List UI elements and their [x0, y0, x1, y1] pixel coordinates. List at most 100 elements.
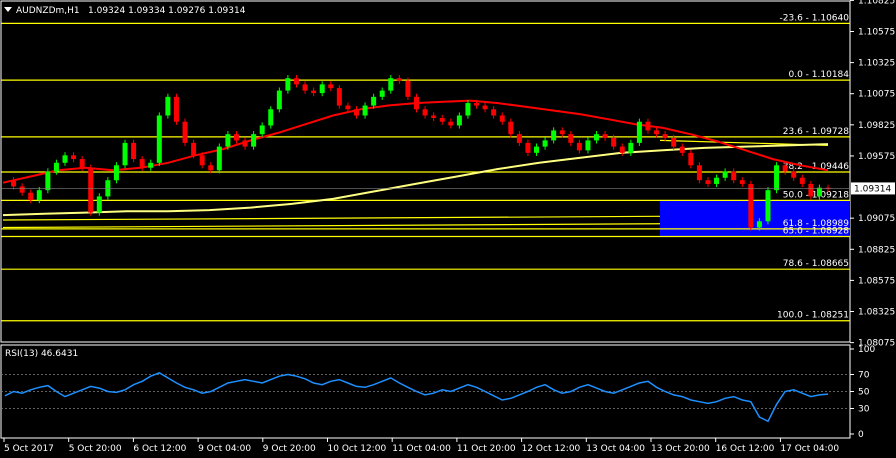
- price-tick-label: 1.10575: [858, 27, 895, 37]
- candle-body: [791, 171, 797, 178]
- candle-body: [396, 78, 402, 81]
- fib-level-label: 78.6 - 1.08665: [783, 259, 849, 269]
- candle-body: [422, 109, 428, 116]
- price-tick-label: 1.08325: [858, 308, 895, 318]
- fib-level-label: -23.6 - 1.10640: [780, 13, 850, 23]
- candle-body: [456, 115, 462, 126]
- candle-body: [722, 171, 728, 178]
- rsi-header: RSI(13) 46.6431: [5, 349, 78, 359]
- rsi-indicator: 100 70 50 30 0: [1, 345, 875, 440]
- candle-body: [345, 105, 351, 110]
- candle-body: [268, 109, 274, 126]
- candle-body: [148, 162, 154, 168]
- candle-body: [688, 152, 694, 166]
- candle-body: [208, 165, 214, 171]
- candle-body: [516, 134, 522, 143]
- candle-body: [559, 130, 565, 135]
- candle-body: [328, 84, 334, 89]
- candle-body: [482, 105, 488, 110]
- candle-body: [654, 130, 660, 135]
- candle-body: [679, 146, 685, 153]
- time-tick-label: 9 Oct 20:00: [263, 444, 316, 454]
- candle-body: [336, 88, 342, 106]
- time-tick-label: 17 Oct 04:00: [780, 444, 839, 454]
- candle-body: [465, 103, 471, 116]
- time-tick-label: 5 Oct 2017: [4, 444, 54, 454]
- candle-body: [714, 177, 720, 184]
- candle-body: [379, 90, 385, 97]
- ohlc-values: 1.09324 1.09334 1.09276 1.09314: [88, 6, 246, 16]
- candle-body: [756, 221, 762, 228]
- candle-body: [748, 183, 754, 228]
- candle-body: [705, 180, 711, 184]
- time-tick-label: 9 Oct 04:00: [198, 444, 251, 454]
- candle-body: [405, 80, 411, 97]
- fib-zone-layer: [660, 200, 850, 237]
- rsi-tick-label: 100: [858, 345, 875, 355]
- candle-body: [491, 109, 497, 116]
- candle-body: [594, 134, 600, 141]
- candle-body: [11, 180, 17, 187]
- fib-level-label: 61.8 - 1.08989: [783, 219, 849, 229]
- candle-body: [542, 140, 548, 147]
- rsi-tick-label: 50: [858, 388, 870, 398]
- candle-body: [276, 90, 282, 110]
- candle-body: [619, 146, 625, 153]
- candle-body: [431, 115, 437, 118]
- candle-body: [79, 159, 85, 168]
- candle-body: [602, 134, 608, 138]
- candle-body: [45, 171, 51, 191]
- time-tick-label: 13 Oct 20:00: [651, 444, 710, 454]
- candle-body: [534, 146, 540, 153]
- trendline: [2, 223, 661, 229]
- price-tick-label: 1.08575: [858, 276, 895, 286]
- candle-body: [808, 183, 814, 197]
- candle-body: [259, 125, 265, 135]
- candle-body: [388, 78, 394, 91]
- price-axis: 1.10825 1.10575 1.10325 1.10075 1.09825 1.095…: [1, 0, 895, 349]
- candle-body: [499, 115, 505, 122]
- candle-body: [319, 84, 325, 94]
- time-tick-label: 10 Oct 12:00: [328, 444, 387, 454]
- price-tick-label: 1.09825: [858, 121, 895, 131]
- candle-body: [525, 142, 531, 153]
- candle-body: [242, 140, 248, 147]
- candle-body: [302, 84, 308, 91]
- candle-body: [96, 196, 102, 213]
- time-axis: 5 Oct 2017 5 Oct 20:00 6 Oct 12:00 9 Oct 04…: [3, 438, 839, 454]
- candle-body: [448, 121, 454, 126]
- price-tick-label: 1.09575: [858, 152, 895, 162]
- price-tick-label: 1.08075: [858, 339, 895, 349]
- time-tick-label: 5 Oct 20:00: [69, 444, 122, 454]
- candle-body: [353, 109, 359, 116]
- candle-body: [139, 159, 145, 168]
- candle-body: [199, 155, 205, 166]
- candle-body: [71, 155, 77, 160]
- current-price-marker: 1.09314: [851, 182, 895, 195]
- candle-body: [739, 180, 745, 184]
- candle-body: [362, 105, 368, 116]
- time-tick-label: 11 Oct 04:00: [392, 444, 451, 454]
- candle-body: [671, 137, 677, 147]
- candle-body: [156, 115, 162, 163]
- chevron-down-icon[interactable]: [4, 7, 12, 12]
- price-tick-label: 1.10825: [858, 0, 895, 6]
- candle-body: [62, 155, 68, 163]
- candle-body: [28, 192, 34, 201]
- candle-body: [285, 78, 291, 91]
- rsi-line: [4, 371, 829, 423]
- candle-body: [216, 146, 222, 171]
- time-tick-label: 6 Oct 12:00: [133, 444, 186, 454]
- candle-body: [611, 137, 617, 147]
- candle-body: [371, 96, 377, 106]
- candle-body: [696, 165, 702, 181]
- candle-body: [765, 190, 771, 222]
- rsi-tick-label: 0: [858, 430, 864, 440]
- candle-body: [645, 121, 651, 131]
- time-tick-label: 11 Oct 20:00: [457, 444, 516, 454]
- time-tick-label: 13 Oct 04:00: [586, 444, 645, 454]
- price-tick-label: 1.10325: [858, 59, 895, 69]
- candle-body: [19, 186, 25, 193]
- symbol-title: AUDNZDm,H1: [16, 6, 80, 16]
